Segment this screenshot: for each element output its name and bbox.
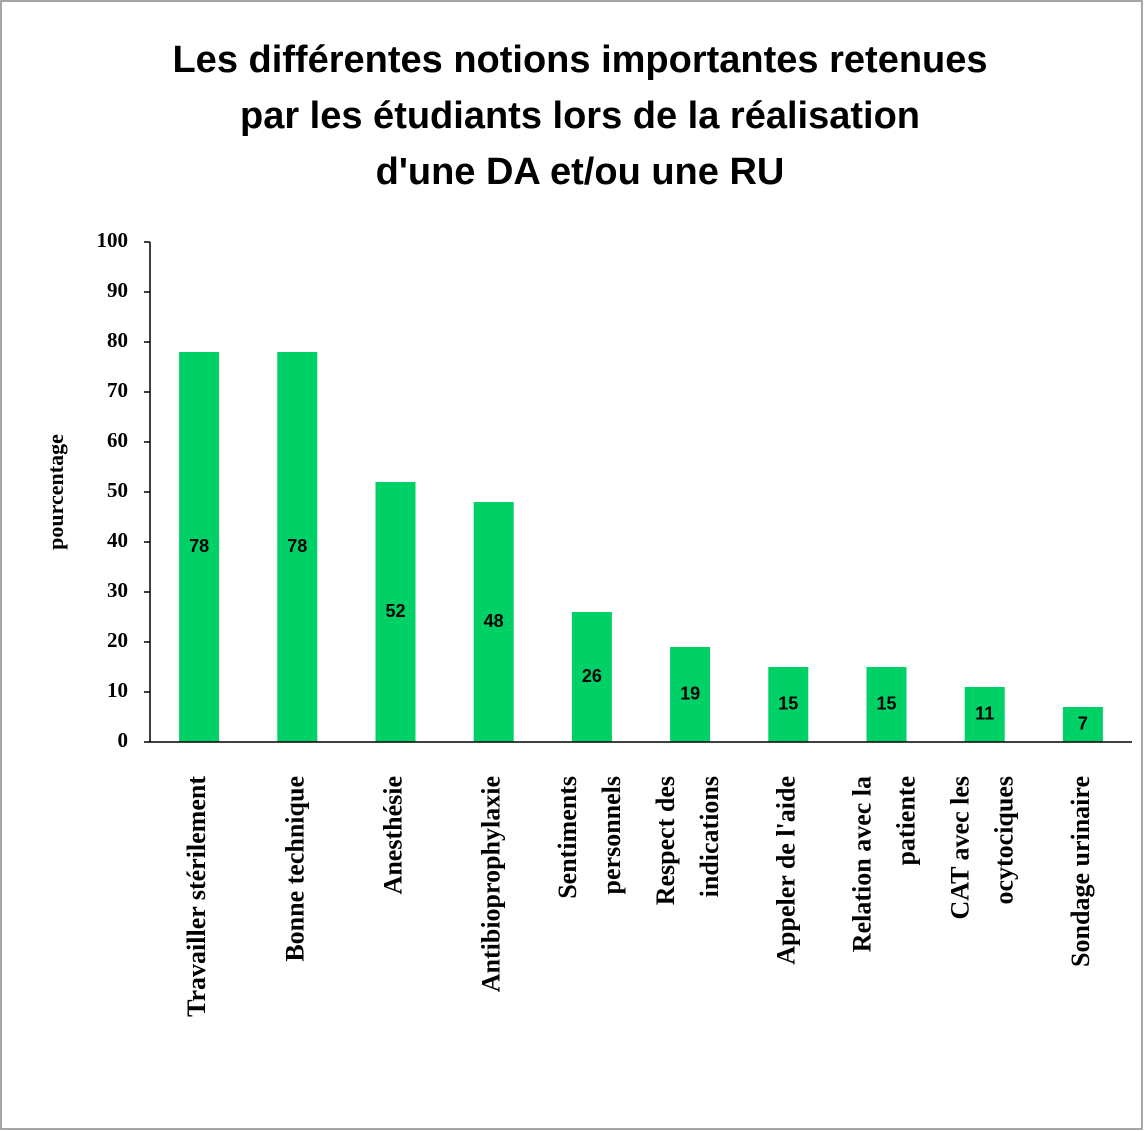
value-label: 48: [484, 611, 504, 631]
y-tick-label: 100: [97, 228, 129, 252]
y-tick-label: 70: [107, 378, 128, 402]
x-tick-label: CAT avec les: [946, 776, 975, 919]
x-tick-label: Relation avec la: [847, 776, 876, 952]
chart-title: Les différentes notions importantes rete…: [172, 39, 987, 81]
y-tick-label: 40: [107, 528, 128, 552]
value-label: 78: [287, 536, 307, 556]
x-tick-label: Antibioprophylaxie: [477, 776, 506, 992]
y-tick-label: 20: [107, 628, 128, 652]
x-tick-label: Anesthésie: [378, 776, 407, 894]
x-tick-label: Respect des: [651, 776, 680, 905]
chart-title: par les étudiants lors de la réalisation: [240, 95, 920, 137]
value-label: 11: [975, 703, 994, 723]
bar: [670, 647, 711, 742]
y-tick-label: 10: [107, 678, 128, 702]
y-tick-label: 30: [107, 578, 128, 602]
chart-title: d'une DA et/ou une RU: [376, 151, 785, 193]
bar: [571, 612, 612, 742]
bar: [179, 352, 220, 742]
x-tick-label: Sondage urinaire: [1066, 776, 1095, 967]
y-tick-label: 90: [107, 278, 128, 302]
y-axis-label: pourcentage: [43, 434, 68, 550]
value-label: 19: [680, 683, 700, 703]
value-label: 52: [385, 601, 405, 621]
x-tick-label: indications: [695, 776, 724, 897]
value-label: 7: [1078, 713, 1088, 733]
bar: [768, 667, 809, 742]
x-tick-label: Sentiments: [553, 776, 582, 899]
y-tick-label: 0: [118, 728, 129, 752]
value-label: 15: [778, 693, 798, 713]
y-tick-label: 50: [107, 478, 128, 502]
x-tick-label: Appeler de l'aide: [771, 776, 800, 965]
value-label: 15: [876, 693, 896, 713]
x-tick-label: personnels: [597, 776, 626, 894]
value-label: 26: [582, 666, 602, 686]
bar: [473, 502, 514, 742]
value-label: 78: [189, 536, 209, 556]
bar: [1062, 707, 1103, 742]
x-tick-label: ocytociques: [990, 776, 1019, 905]
x-tick-label: Bonne technique: [280, 776, 309, 962]
y-tick-label: 60: [107, 428, 128, 452]
bar: [964, 687, 1005, 742]
bar: [866, 667, 907, 742]
bar: [375, 482, 416, 742]
bar: [277, 352, 318, 742]
x-tick-label: Travailler stérilement: [182, 776, 211, 1017]
x-tick-label: patiente: [891, 776, 920, 866]
y-tick-label: 80: [107, 328, 128, 352]
